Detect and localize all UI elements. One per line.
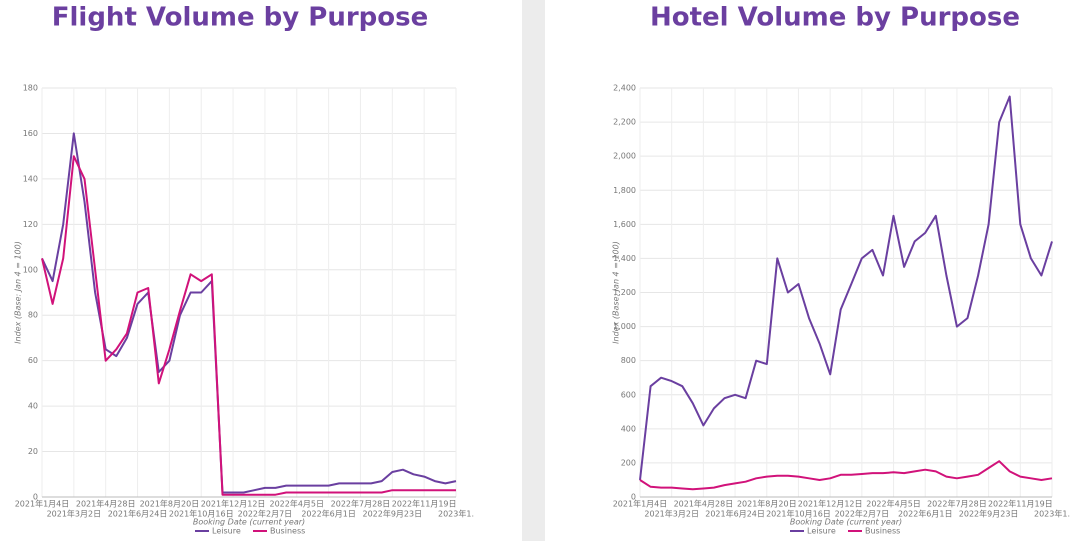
legend-label: Leisure: [807, 527, 836, 536]
y-tick-label: 100: [23, 265, 38, 274]
y-tick-label: 2,400: [613, 84, 636, 93]
y-tick-label: 0: [33, 493, 38, 502]
x-axis-label: Booking Date (current year): [193, 518, 305, 527]
y-axis-label: Index (Base: Jan 4 = 100): [612, 241, 621, 344]
x-tick-label: 2022年4月5日: [269, 499, 324, 509]
x-tick-label: 2022年2月7日: [835, 509, 890, 519]
y-tick-label: 600: [621, 390, 636, 399]
x-tick-label: 2021年1月4日: [15, 499, 70, 509]
x-tick-label: 2022年6月1日: [301, 509, 356, 519]
x-tick-label: 2021年6月24日: [108, 509, 168, 519]
x-tick-label: 2023年1.: [438, 509, 474, 519]
y-tick-label: 0: [631, 493, 636, 502]
x-tick-label: 2021年8月20日: [140, 499, 200, 509]
y-tick-label: 40: [28, 402, 38, 411]
y-tick-label: 80: [28, 311, 38, 320]
x-tick-label: 2022年2月7日: [238, 509, 293, 519]
y-tick-label: 180: [23, 84, 38, 93]
legend-label: Business: [270, 527, 305, 536]
series-line: [639, 95, 1053, 481]
x-tick-label: 2023年1.: [1034, 509, 1070, 519]
x-axis-label: Booking Date (current year): [790, 518, 902, 527]
y-tick-label: 160: [23, 129, 38, 138]
series-line: [41, 155, 456, 496]
x-tick-label: 2021年10月16日: [169, 509, 234, 519]
panel: [0, 0, 522, 541]
y-tick-label: 400: [621, 424, 636, 433]
y-tick-label: 200: [621, 458, 636, 467]
x-tick-label: 2021年3月2日: [47, 509, 102, 519]
x-tick-label: 2022年4月5日: [866, 499, 921, 509]
x-tick-label: 2022年7月28日: [331, 499, 391, 509]
x-tick-label: 2021年4月28日: [674, 499, 734, 509]
y-tick-label: 20: [28, 447, 38, 456]
x-tick-label: 2022年11月19日: [392, 499, 457, 509]
y-tick-label: 120: [23, 220, 38, 229]
chart-title: Flight Volume by Purpose: [52, 3, 429, 33]
series-line: [639, 460, 1053, 491]
series-line: [41, 132, 457, 494]
y-tick-label: 2,000: [613, 152, 636, 161]
y-tick-label: 1,800: [613, 186, 636, 195]
x-tick-label: 2022年9月23日: [362, 509, 422, 519]
x-tick-label: 2021年8月20日: [737, 499, 797, 509]
y-tick-label: 1,600: [613, 220, 636, 229]
panel: [545, 0, 1080, 541]
y-tick-label: 140: [23, 174, 38, 183]
y-axis-label: Index (Base: Jan 4 = 100): [14, 241, 23, 344]
x-tick-label: 2022年6月1日: [898, 509, 953, 519]
y-tick-label: 1,400: [613, 254, 636, 263]
x-tick-label: 2021年10月16日: [766, 509, 831, 519]
x-tick-label: 2021年12月12日: [798, 499, 863, 509]
y-tick-label: 2,200: [613, 118, 636, 127]
x-tick-label: 2021年12月12日: [201, 499, 266, 509]
legend-label: Leisure: [212, 527, 241, 536]
y-tick-label: 1,200: [613, 288, 636, 297]
y-tick-label: 60: [28, 356, 38, 365]
x-tick-label: 2021年4月28日: [76, 499, 136, 509]
x-tick-label: 2021年6月24日: [705, 509, 765, 519]
x-tick-label: 2022年9月23日: [959, 509, 1019, 519]
chart-title: Hotel Volume by Purpose: [650, 3, 1020, 33]
legend-label: Business: [865, 527, 900, 536]
x-tick-label: 2021年1月4日: [613, 499, 668, 509]
x-tick-label: 2022年7月28日: [927, 499, 987, 509]
x-tick-label: 2022年11月19日: [988, 499, 1053, 509]
y-tick-label: 1,000: [613, 322, 636, 331]
x-tick-label: 2021年3月2日: [644, 509, 699, 519]
y-tick-label: 800: [621, 356, 636, 365]
